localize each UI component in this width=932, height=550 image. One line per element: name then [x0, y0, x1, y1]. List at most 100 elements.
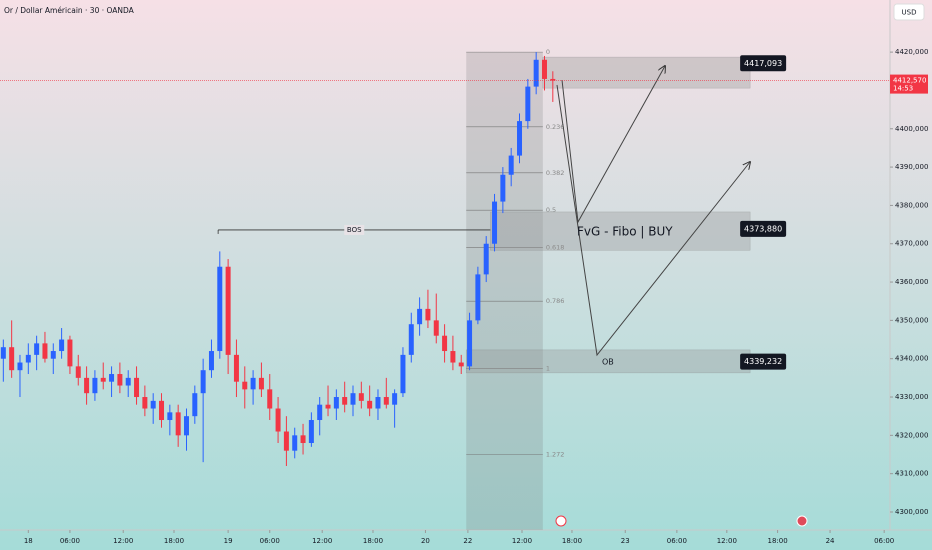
candle-body [208, 351, 214, 371]
chart-title: Or / Dollar Américain · 30 · OANDA [4, 6, 135, 15]
zone-price-label: 4339,232 [744, 357, 782, 366]
fib-label: 0.382 [546, 169, 565, 177]
candle-body [183, 416, 189, 436]
candle-body [0, 347, 6, 359]
fib-label: 0.618 [546, 244, 565, 252]
candle-body [550, 78, 556, 81]
fib-label: 1 [546, 364, 550, 372]
candle-body [167, 412, 173, 421]
y-tick-label: 4370,000 [895, 240, 928, 248]
candle-body [358, 393, 364, 401]
candle-body [125, 377, 131, 386]
zone-price-box [740, 55, 787, 72]
x-tick-label: 18:00 [768, 537, 788, 545]
currency-box [893, 3, 925, 21]
y-tick-label: 4320,000 [895, 431, 928, 439]
y-tick-label: 4350,000 [895, 316, 928, 324]
candle-body [342, 397, 348, 405]
x-tick-label: 18 [24, 537, 33, 545]
fib-label: 1.272 [546, 451, 565, 459]
x-tick-label: 12:00 [113, 537, 133, 545]
candle-body [242, 381, 248, 390]
candle-body [450, 351, 456, 363]
y-tick-label: 4340,000 [895, 355, 928, 363]
candle-body [392, 393, 398, 405]
candle-body [467, 320, 473, 367]
candle-body [159, 400, 165, 421]
candle-body [308, 420, 314, 444]
candle-body [175, 412, 181, 436]
candle-body [67, 339, 73, 367]
current-price-label: 4412,570 [893, 77, 926, 85]
ob-annotation: OB [602, 358, 614, 367]
flag-icon [796, 515, 808, 527]
x-tick-label: 12:00 [312, 537, 332, 545]
y-tick-label: 4310,000 [895, 470, 928, 478]
candle-body [417, 308, 423, 325]
fib-label: 0 [546, 48, 550, 56]
candle-body [142, 397, 148, 409]
candle-body [34, 343, 40, 355]
candle-body [75, 366, 81, 378]
fib-label: 0.5 [546, 206, 556, 214]
zone [542, 56, 751, 89]
x-tick-label: 18:00 [363, 537, 383, 545]
candle-body [258, 377, 264, 390]
candle-body [442, 335, 448, 352]
x-tick-label: 18:00 [164, 537, 184, 545]
candle-body [508, 155, 514, 175]
zone-price-label: 4417,093 [744, 59, 782, 68]
candle-body [42, 343, 48, 359]
x-tick-label: 24 [826, 537, 835, 545]
y-tick-label: 4420,000 [895, 48, 928, 56]
zone [490, 211, 751, 251]
bos-label: BOS [347, 226, 362, 234]
x-tick-label: 06:00 [874, 537, 894, 545]
candle-body [117, 374, 123, 386]
x-tick-label: 06:00 [60, 537, 80, 545]
fvg-annotation: FvG - Fibo | BUY [577, 225, 673, 239]
candle-body [100, 377, 106, 382]
candle-body [217, 266, 223, 352]
y-tick-label: 4390,000 [895, 163, 928, 171]
candle-body [150, 400, 156, 409]
x-tick-label: 23 [621, 537, 630, 545]
candle-body [59, 339, 65, 352]
candle-body [300, 435, 306, 444]
candle-body [458, 362, 464, 367]
fib-label: 0.236 [546, 123, 565, 131]
fib-label: 0.786 [546, 297, 565, 305]
candle-body [517, 121, 523, 156]
zone-price-box [740, 353, 787, 370]
candle-body [50, 351, 56, 359]
candle-body [367, 400, 373, 409]
x-tick-label: 06:00 [667, 537, 687, 545]
candle-body [233, 354, 239, 382]
candle-body [109, 374, 115, 382]
y-tick-label: 4400,000 [895, 125, 928, 133]
candle-body [350, 393, 356, 405]
x-tick-label: 20 [421, 537, 430, 545]
candle-body [433, 320, 439, 336]
zone-price-label: 4373,880 [744, 224, 782, 233]
candle-body [267, 389, 273, 409]
candle-body [475, 274, 481, 321]
candle-body [483, 243, 489, 275]
x-tick-label: 19 [224, 537, 233, 545]
candle-body [25, 354, 31, 363]
candle-body [325, 404, 331, 409]
y-tick-label: 4380,000 [895, 201, 928, 209]
x-tick-label: 06:00 [260, 537, 280, 545]
event-icon [555, 515, 567, 527]
candle-body [500, 174, 506, 202]
plot: 4300,000 4310,000 4320,000 4330,000 4340,000… [0, 48, 928, 545]
y-tick-label: 4300,000 [895, 508, 928, 516]
candle-body [383, 397, 389, 405]
current-price-timer: 14:53 [893, 85, 913, 93]
candle-body [292, 435, 298, 451]
candle-body [92, 377, 98, 394]
candle-body [200, 370, 206, 394]
